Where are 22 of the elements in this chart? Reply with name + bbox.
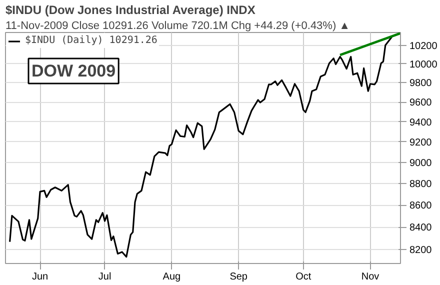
- y-tick-label: 8400: [410, 222, 432, 234]
- x-tick-label: Nov: [361, 272, 380, 282]
- y-tick-label: 10000: [410, 59, 438, 70]
- y-tick-label: 9800: [410, 78, 432, 90]
- y-tick-label: 9000: [410, 158, 432, 169]
- y-tick-label: 8600: [410, 200, 432, 212]
- line-series: [9, 36, 393, 258]
- y-tick-label: 10200: [410, 40, 438, 52]
- y-tick-label: 8800: [410, 179, 432, 190]
- x-tick-label: Aug: [162, 272, 181, 282]
- chart-subtitle: 11-Nov-2009 Close 10291.26 Volume 720.1M Chg +44.29 (+0.43%) ▲: [6, 20, 350, 32]
- x-tick-label: Sep: [230, 272, 248, 282]
- y-tick-label: 9200: [410, 137, 432, 148]
- x-tick-label: Jun: [32, 272, 48, 282]
- y-tick-label: 9600: [410, 98, 432, 109]
- x-tick-label: Jul: [98, 272, 112, 282]
- chart-title: $INDU (Dow Jones Industrial Average) INDX: [6, 3, 256, 17]
- y-tick-label: 8200: [410, 245, 432, 256]
- legend-label: $INDU (Daily) 10291.26: [25, 35, 158, 46]
- annotation: DOW 2009: [32, 62, 116, 80]
- y-tick-label: 9400: [410, 117, 432, 128]
- x-tick-label: Oct: [296, 272, 312, 282]
